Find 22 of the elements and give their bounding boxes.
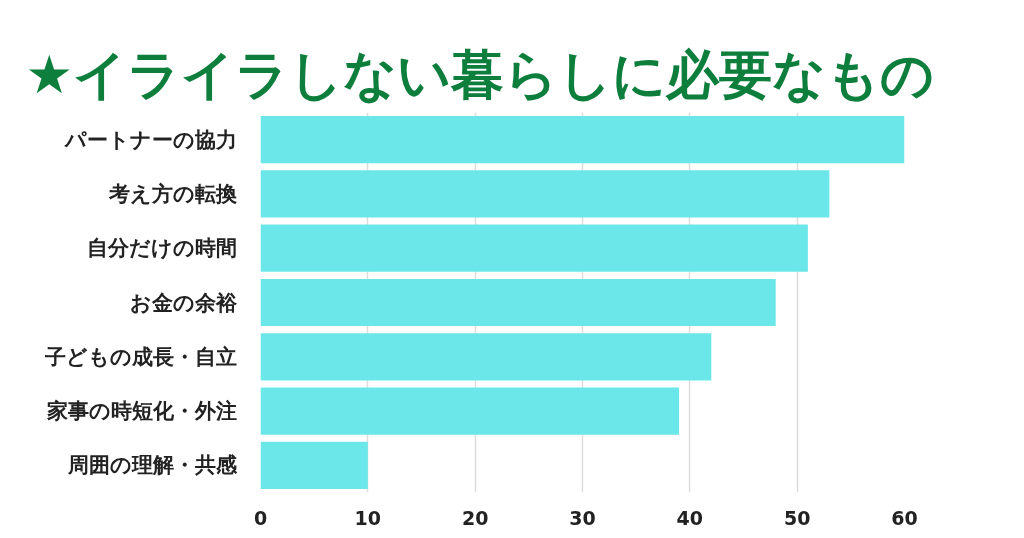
x-tick-label: 10 bbox=[354, 506, 382, 529]
bar bbox=[260, 441, 368, 489]
x-tick-label: 60 bbox=[891, 506, 918, 529]
bar bbox=[260, 224, 808, 272]
x-tick-label: 50 bbox=[783, 506, 811, 529]
bar bbox=[260, 387, 680, 435]
x-tick-label: 20 bbox=[461, 506, 489, 529]
bar bbox=[260, 333, 712, 381]
x-tick-label: 40 bbox=[676, 506, 704, 529]
y-tick-label: 子どもの成長・自立 bbox=[43, 344, 237, 369]
bar bbox=[260, 170, 830, 218]
y-tick-label: 家事の時短化・外注 bbox=[45, 399, 237, 424]
y-tick-label: 周囲の理解・共感 bbox=[66, 453, 238, 478]
y-tick-label: 自分だけの時間 bbox=[86, 236, 237, 261]
x-tick-label: 0 bbox=[253, 506, 268, 529]
y-tick-label: お金の余裕 bbox=[129, 290, 238, 315]
y-tick-label: 考え方の転換 bbox=[107, 181, 237, 206]
x-tick-label: 30 bbox=[569, 506, 596, 529]
chart-title: ★イライラしない暮らしに必要なもの bbox=[25, 43, 935, 105]
bar bbox=[260, 278, 776, 327]
y-tick-label: パートナーの協力 bbox=[63, 127, 237, 152]
bar bbox=[260, 116, 905, 164]
